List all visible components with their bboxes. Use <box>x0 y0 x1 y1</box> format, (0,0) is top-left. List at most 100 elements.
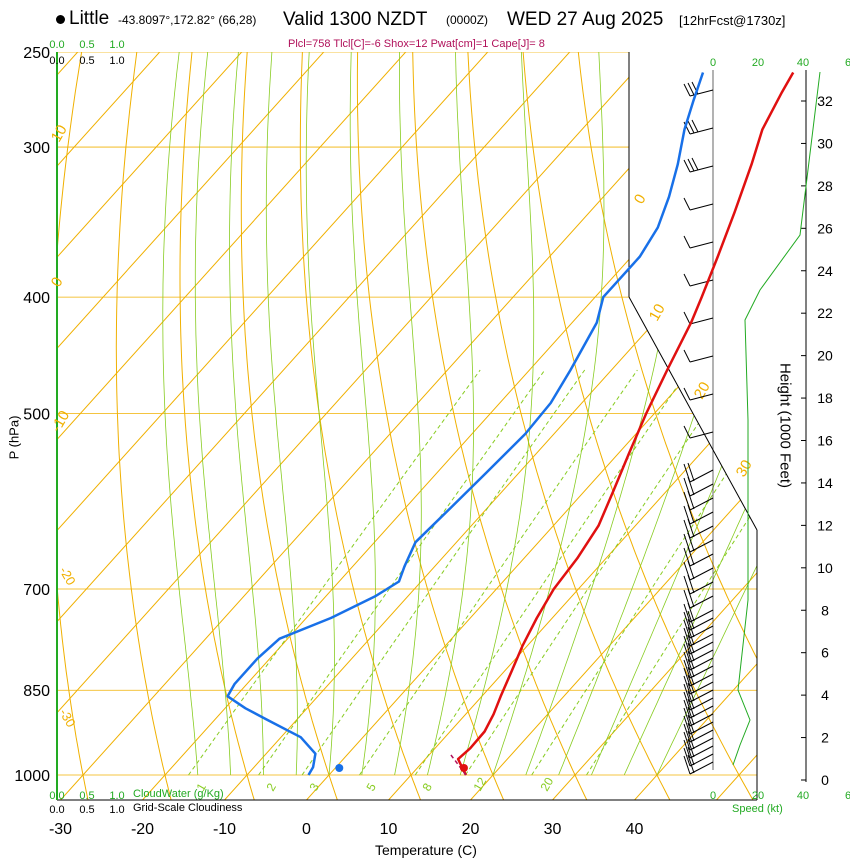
wind-barb <box>683 634 714 655</box>
cloudiness-bottom-tick: 0.0 <box>49 804 64 816</box>
temp-tick-0: 0 <box>302 821 311 838</box>
mixing-ratio-label: 2 <box>263 780 279 793</box>
isotherm-line <box>223 52 757 800</box>
station-dot <box>56 15 65 24</box>
moist-adiabat <box>349 52 376 776</box>
wind-barb <box>683 119 714 135</box>
temp-tick--30: -30 <box>49 821 72 838</box>
mixing-ratio-line <box>531 369 757 776</box>
isotherm-line <box>57 52 426 800</box>
dry-adiabat <box>575 52 757 800</box>
height-tick-4: 4 <box>821 687 829 703</box>
mixing-ratio-label: 5 <box>363 780 379 793</box>
isotherm-line <box>141 52 757 800</box>
isotherm-label: 10 <box>646 301 669 324</box>
cloudwater-top-tick: 0.5 <box>79 39 94 51</box>
dry-adiabat <box>179 52 255 800</box>
cloudwater-bottom-tick: 0.0 <box>49 790 64 802</box>
dry-adiabat <box>240 52 338 800</box>
pressure-tick-700: 700 <box>23 582 50 599</box>
wind-barb <box>683 674 714 695</box>
mixing-ratio-line <box>301 369 586 776</box>
isotherm-line <box>57 52 344 800</box>
mixing-ratio-line <box>465 369 735 776</box>
mixing-ratio-line <box>258 369 546 776</box>
isotherm-line <box>57 52 672 800</box>
isotherm-label: 30 <box>733 457 756 480</box>
wind-barb <box>683 730 714 751</box>
cloudiness-bottom-tick: 1.0 <box>109 804 124 816</box>
height-tick-20: 20 <box>817 348 833 364</box>
wind-speed-profile <box>732 71 821 766</box>
legend-speed: Speed (kt) <box>732 803 783 815</box>
moist-adiabat <box>305 52 335 776</box>
pressure-tick-500: 500 <box>23 407 50 424</box>
cloudiness-top-tick: 0.5 <box>79 55 94 67</box>
cloudiness-top-tick: 0.0 <box>49 55 64 67</box>
wind-barb <box>683 658 714 679</box>
utc-time: (0000Z) <box>446 13 489 27</box>
station-name: Little <box>69 8 110 29</box>
moist-adiabat <box>459 52 535 776</box>
height-tick-18: 18 <box>817 390 833 406</box>
isotherm-label: -10 <box>48 408 74 435</box>
height-tick-12: 12 <box>817 517 833 533</box>
x-axis-title: Temperature (C) <box>375 842 477 858</box>
valid-date: WED 27 Aug 2025 <box>507 9 664 30</box>
wind-barb <box>683 698 714 719</box>
legend-cloudiness: Grid-Scale Cloudiness <box>133 802 243 814</box>
frame-diagonal <box>628 296 758 531</box>
height-tick-6: 6 <box>821 645 829 661</box>
temp-tick-30: 30 <box>544 821 562 838</box>
wind-barb <box>683 714 714 735</box>
surface-temperature-dot <box>459 764 468 772</box>
height-tick-24: 24 <box>817 263 833 279</box>
pressure-tick-400: 400 <box>23 290 50 307</box>
mixing-ratio-label: 8 <box>419 780 435 793</box>
wind-barb <box>683 754 714 775</box>
moist-adiabat <box>591 52 757 776</box>
moist-adiabat <box>229 52 264 775</box>
height-tick-28: 28 <box>817 178 833 194</box>
wind-barb <box>683 425 714 439</box>
isotherm-line <box>469 52 757 800</box>
wind-barb <box>683 157 714 173</box>
dry-adiabat <box>356 52 505 800</box>
forecast-info: [12hrFcst@1730z] <box>679 13 786 28</box>
wind-barb <box>683 387 714 401</box>
isotherm-line <box>57 52 508 800</box>
isotherm-label: -20 <box>56 564 78 588</box>
indices-line: Plcl=758 Tlcl[C]=-6 Shox=12 Pwat[cm]=1 C… <box>288 38 545 50</box>
isotherm-line <box>305 52 757 800</box>
wind-barb <box>683 235 714 249</box>
pressure-tick-300: 300 <box>23 140 50 157</box>
isotherm-line <box>551 52 757 800</box>
moist-adiabat <box>265 52 298 776</box>
wind-barb <box>683 690 714 711</box>
pressure-tick-250: 250 <box>23 45 50 62</box>
height-tick-2: 2 <box>821 730 829 746</box>
moist-adiabat <box>492 52 605 776</box>
height-tick-32: 32 <box>817 93 833 109</box>
temperature-trace <box>456 71 795 776</box>
height-tick-14: 14 <box>817 475 833 491</box>
isotherm-line <box>59 52 754 800</box>
mixing-ratio-label: 20 <box>537 775 556 794</box>
valid-time: Valid 1300 NZDT <box>283 9 428 30</box>
dry-adiabat <box>115 52 172 800</box>
speed-top-tick: 20 <box>752 57 764 69</box>
wind-barb <box>683 81 714 97</box>
height-tick-0: 0 <box>821 772 829 788</box>
cloudwater-bottom-tick: 1.0 <box>109 790 124 802</box>
cloudwater-top-tick: 0.0 <box>49 39 64 51</box>
temp-tick--20: -20 <box>131 821 154 838</box>
mixing-ratio-line <box>414 369 689 776</box>
mixing-ratio-label: 3 <box>306 780 322 793</box>
isotherm-line <box>57 52 262 800</box>
wind-barb <box>683 722 714 743</box>
wind-barb <box>683 666 714 687</box>
wind-barb <box>683 349 714 363</box>
height-tick-26: 26 <box>817 220 833 236</box>
moist-adiabat <box>623 52 757 776</box>
